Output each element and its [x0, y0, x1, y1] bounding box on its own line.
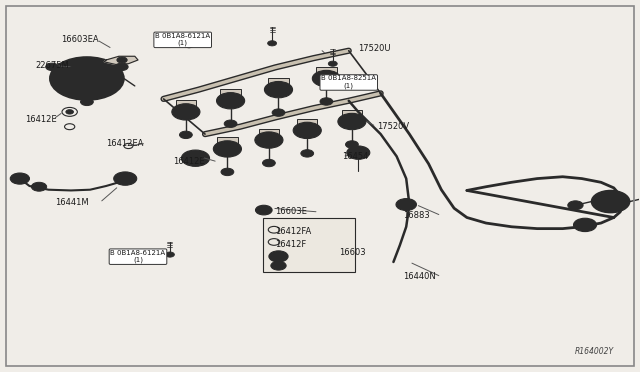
Circle shape: [81, 98, 93, 106]
Circle shape: [293, 122, 321, 138]
Circle shape: [328, 61, 337, 66]
Circle shape: [219, 144, 236, 154]
Circle shape: [222, 96, 239, 106]
Circle shape: [45, 63, 58, 71]
Circle shape: [396, 199, 417, 211]
Circle shape: [270, 85, 287, 94]
Text: B 0B1A8-8251A
(1): B 0B1A8-8251A (1): [321, 76, 376, 89]
Circle shape: [272, 109, 285, 116]
Circle shape: [318, 74, 335, 83]
Text: B 0B1A8-6121A
(1): B 0B1A8-6121A (1): [111, 250, 166, 263]
Circle shape: [255, 132, 283, 148]
Text: R164002Y: R164002Y: [575, 347, 614, 356]
Circle shape: [224, 120, 237, 128]
Text: 16441M: 16441M: [55, 198, 88, 207]
Circle shape: [31, 182, 47, 191]
Circle shape: [50, 57, 124, 100]
Bar: [316, 67, 337, 74]
Circle shape: [216, 93, 244, 109]
Circle shape: [347, 146, 370, 159]
Circle shape: [338, 113, 366, 130]
Circle shape: [117, 57, 127, 63]
Bar: [262, 218, 355, 272]
Circle shape: [353, 150, 364, 155]
Circle shape: [115, 63, 128, 71]
Circle shape: [179, 131, 192, 138]
Bar: [259, 129, 279, 135]
Circle shape: [260, 135, 277, 145]
Circle shape: [568, 201, 583, 210]
Circle shape: [274, 254, 283, 259]
Text: 16412EA: 16412EA: [106, 139, 143, 148]
Circle shape: [66, 110, 74, 114]
Text: B 0B1A8-6121A
(1): B 0B1A8-6121A (1): [155, 33, 211, 46]
Circle shape: [269, 251, 288, 262]
Circle shape: [120, 175, 131, 182]
Text: 16440N: 16440N: [403, 272, 436, 281]
Text: 16412FA: 16412FA: [275, 227, 312, 236]
Circle shape: [177, 107, 194, 117]
Text: 16603: 16603: [339, 248, 366, 257]
Circle shape: [114, 172, 137, 185]
Circle shape: [260, 208, 268, 212]
Circle shape: [172, 104, 200, 120]
Text: 22675M: 22675M: [36, 61, 70, 70]
Text: 16603E: 16603E: [275, 208, 307, 217]
Circle shape: [184, 42, 193, 48]
Circle shape: [299, 126, 316, 135]
Circle shape: [10, 173, 29, 184]
Text: 16412E: 16412E: [25, 115, 56, 124]
Circle shape: [344, 117, 360, 126]
Text: 16412E: 16412E: [173, 157, 205, 166]
Circle shape: [346, 141, 358, 148]
Circle shape: [579, 222, 591, 228]
Text: 16603EA: 16603EA: [61, 35, 99, 44]
Bar: [297, 119, 317, 126]
Circle shape: [268, 41, 276, 46]
Text: 16883: 16883: [403, 211, 430, 220]
Text: 16454: 16454: [342, 152, 369, 161]
Circle shape: [74, 71, 100, 86]
Circle shape: [166, 252, 174, 257]
Circle shape: [271, 261, 286, 270]
Polygon shape: [104, 56, 138, 64]
Circle shape: [591, 190, 630, 213]
Circle shape: [181, 150, 209, 166]
Circle shape: [262, 159, 275, 167]
Circle shape: [401, 202, 412, 208]
Bar: [175, 100, 196, 107]
Text: 17520V: 17520V: [378, 122, 410, 131]
Bar: [220, 89, 241, 96]
Circle shape: [189, 154, 202, 162]
Circle shape: [255, 205, 272, 215]
Circle shape: [61, 64, 113, 93]
Circle shape: [601, 196, 620, 207]
Circle shape: [221, 168, 234, 176]
Circle shape: [301, 150, 314, 157]
Circle shape: [213, 141, 241, 157]
Bar: [342, 110, 362, 117]
Circle shape: [264, 81, 292, 98]
Bar: [217, 137, 237, 144]
Circle shape: [320, 98, 333, 105]
Bar: [268, 78, 289, 85]
Text: 17520U: 17520U: [358, 44, 391, 53]
Text: 16412F: 16412F: [275, 240, 307, 249]
Circle shape: [573, 218, 596, 232]
Circle shape: [312, 70, 340, 87]
